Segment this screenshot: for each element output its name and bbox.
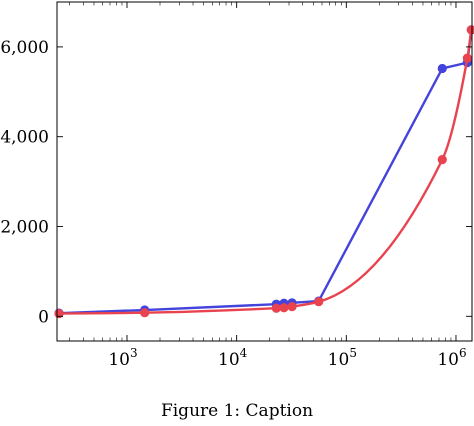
y-tick-label-4: 6,000 [0,38,49,58]
figure-caption: Figure 1: Caption [160,401,314,421]
series-layer [54,25,474,319]
y-tick-label-3: 4,000 [0,128,49,148]
plot-frame [56,1,473,342]
series-2-point-2 [140,308,150,318]
series-2-point-3 [271,303,281,313]
y-tick-label-1: 0 [38,307,49,327]
ticks-layer: 103 104 105 106 0 2,000 4,000 6,000 [0,2,472,370]
series-2-point-8 [462,53,472,63]
series-2-point-6 [314,297,324,307]
series-2 [54,25,474,319]
series-2-point-9 [466,25,474,35]
x-tick-label-2: 104 [218,346,248,370]
series-2-point-4 [279,303,289,313]
series-2-line [57,28,473,315]
series-2-point-5 [287,302,297,312]
x-tick-label-3: 105 [328,346,357,370]
series-1-line [57,28,473,315]
series-2-point-7 [437,155,447,165]
x-tick-label-4: 106 [437,346,466,370]
series-1-point-7 [437,63,447,74]
y-tick-label-2: 2,000 [0,218,49,238]
series-2-point-1 [54,309,64,319]
series-1 [54,25,474,318]
x-tick-label-1: 103 [108,346,137,370]
